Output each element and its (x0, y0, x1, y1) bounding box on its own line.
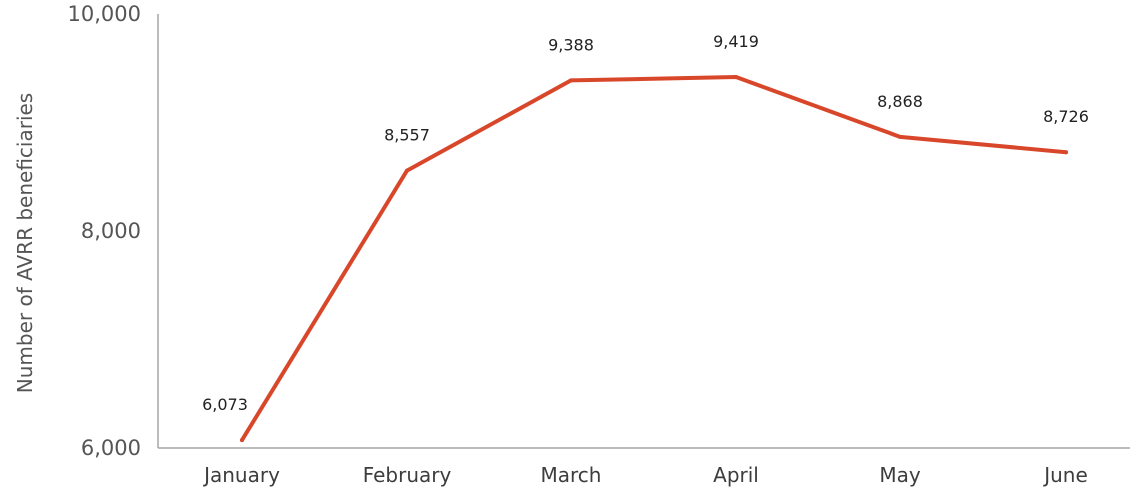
x-tick-label: May (879, 463, 921, 487)
data-point (405, 168, 409, 173)
x-tick-label: March (541, 463, 602, 487)
data-point (1064, 150, 1068, 155)
y-tick-label: 6,000 (81, 436, 141, 460)
data-label: 9,388 (548, 35, 594, 54)
data-point (569, 78, 573, 83)
y-tick-label: 8,000 (81, 219, 141, 243)
series-group (240, 75, 1068, 443)
x-tick-label: April (713, 463, 759, 487)
x-tick-label: June (1042, 463, 1088, 487)
x-tick-label: January (202, 463, 280, 487)
data-point (734, 75, 738, 80)
data-label: 8,868 (877, 92, 923, 111)
data-labels: 6,073 8,557 9,388 9,419 8,868 8,726 (202, 32, 1089, 414)
data-label: 9,419 (713, 32, 759, 51)
data-label: 8,726 (1043, 107, 1089, 126)
data-label: 8,557 (384, 126, 430, 145)
x-tick-label: February (363, 463, 452, 487)
series-line (240, 75, 1068, 443)
y-tick-label: 10,000 (68, 2, 141, 26)
data-point (240, 438, 244, 443)
data-label: 6,073 (202, 395, 248, 414)
data-point (898, 134, 902, 139)
x-tick-labels: January February March April May June (202, 463, 1088, 487)
y-axis-label: Number of AVRR beneficiaries (13, 93, 37, 393)
y-tick-labels: 6,000 8,000 10,000 (68, 2, 141, 460)
